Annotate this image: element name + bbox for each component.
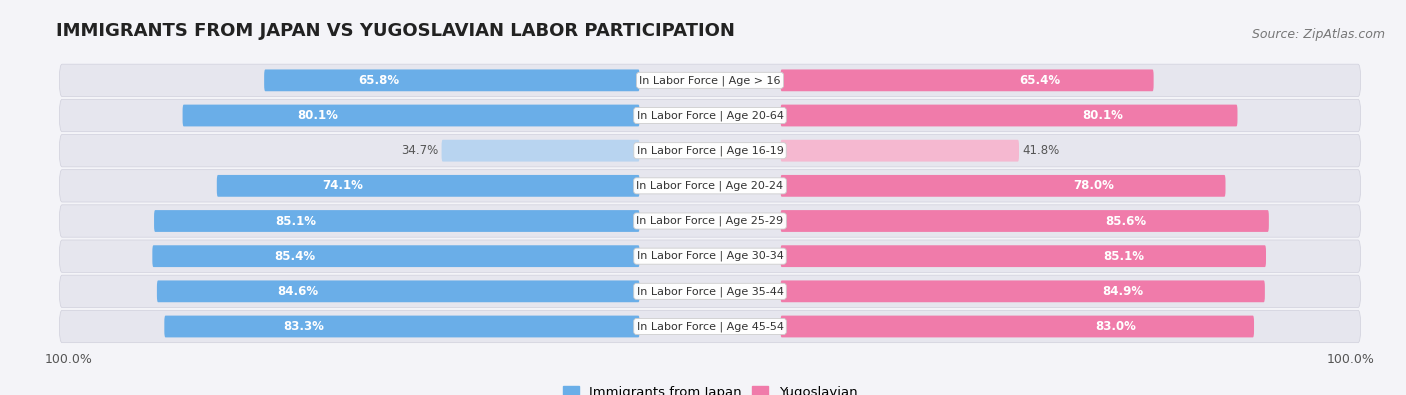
Text: 85.1%: 85.1% <box>276 214 316 228</box>
Text: 34.7%: 34.7% <box>401 144 439 157</box>
Text: 74.1%: 74.1% <box>322 179 363 192</box>
Text: 84.6%: 84.6% <box>277 285 319 298</box>
Legend: Immigrants from Japan, Yugoslavian: Immigrants from Japan, Yugoslavian <box>557 381 863 395</box>
Text: 85.6%: 85.6% <box>1105 214 1147 228</box>
Text: 83.0%: 83.0% <box>1095 320 1136 333</box>
Text: 83.3%: 83.3% <box>283 320 323 333</box>
Text: IMMIGRANTS FROM JAPAN VS YUGOSLAVIAN LABOR PARTICIPATION: IMMIGRANTS FROM JAPAN VS YUGOSLAVIAN LAB… <box>56 22 735 40</box>
Text: 85.4%: 85.4% <box>274 250 315 263</box>
Text: 84.9%: 84.9% <box>1102 285 1143 298</box>
FancyBboxPatch shape <box>59 99 1361 132</box>
FancyBboxPatch shape <box>59 205 1361 237</box>
FancyBboxPatch shape <box>780 245 1265 267</box>
Text: In Labor Force | Age 30-34: In Labor Force | Age 30-34 <box>637 251 783 261</box>
FancyBboxPatch shape <box>59 135 1361 167</box>
FancyBboxPatch shape <box>780 210 1268 232</box>
FancyBboxPatch shape <box>59 310 1361 343</box>
FancyBboxPatch shape <box>155 210 640 232</box>
Text: In Labor Force | Age 20-24: In Labor Force | Age 20-24 <box>637 181 783 191</box>
Text: 41.8%: 41.8% <box>1022 144 1060 157</box>
Text: 80.1%: 80.1% <box>1083 109 1123 122</box>
FancyBboxPatch shape <box>780 175 1226 197</box>
FancyBboxPatch shape <box>59 64 1361 96</box>
FancyBboxPatch shape <box>157 280 640 302</box>
FancyBboxPatch shape <box>780 70 1153 91</box>
Text: 78.0%: 78.0% <box>1073 179 1115 192</box>
FancyBboxPatch shape <box>441 140 640 162</box>
Text: In Labor Force | Age 20-64: In Labor Force | Age 20-64 <box>637 110 783 121</box>
FancyBboxPatch shape <box>152 245 640 267</box>
FancyBboxPatch shape <box>183 105 640 126</box>
FancyBboxPatch shape <box>780 140 1019 162</box>
FancyBboxPatch shape <box>780 280 1265 302</box>
FancyBboxPatch shape <box>59 240 1361 272</box>
Text: In Labor Force | Age 16-19: In Labor Force | Age 16-19 <box>637 145 783 156</box>
FancyBboxPatch shape <box>780 316 1254 337</box>
Text: In Labor Force | Age > 16: In Labor Force | Age > 16 <box>640 75 780 86</box>
FancyBboxPatch shape <box>780 105 1237 126</box>
Text: 65.4%: 65.4% <box>1019 74 1060 87</box>
FancyBboxPatch shape <box>217 175 640 197</box>
Text: In Labor Force | Age 45-54: In Labor Force | Age 45-54 <box>637 321 783 332</box>
Text: 65.8%: 65.8% <box>359 74 399 87</box>
FancyBboxPatch shape <box>264 70 640 91</box>
FancyBboxPatch shape <box>165 316 640 337</box>
Text: Source: ZipAtlas.com: Source: ZipAtlas.com <box>1251 28 1385 41</box>
FancyBboxPatch shape <box>59 170 1361 202</box>
Text: 85.1%: 85.1% <box>1104 250 1144 263</box>
Text: In Labor Force | Age 35-44: In Labor Force | Age 35-44 <box>637 286 783 297</box>
Text: In Labor Force | Age 25-29: In Labor Force | Age 25-29 <box>637 216 783 226</box>
FancyBboxPatch shape <box>59 275 1361 308</box>
Text: 80.1%: 80.1% <box>297 109 337 122</box>
